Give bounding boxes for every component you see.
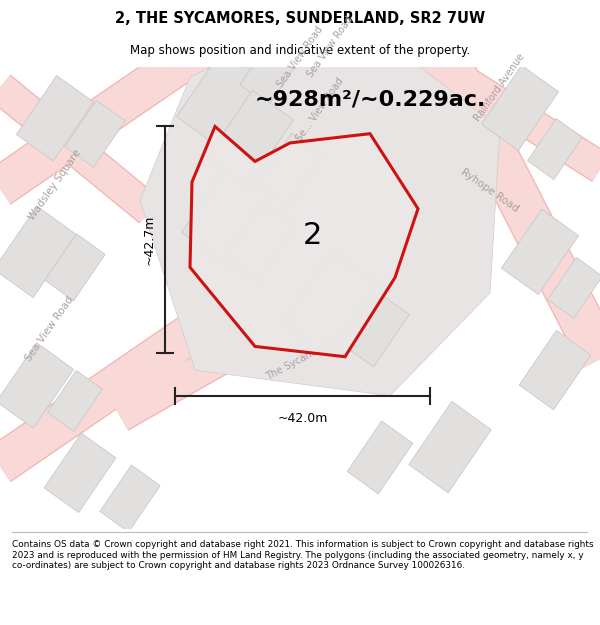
Text: 2: 2 xyxy=(303,221,322,250)
Polygon shape xyxy=(0,206,76,298)
Polygon shape xyxy=(347,421,413,494)
Polygon shape xyxy=(481,65,559,151)
Text: Rainford Avenue: Rainford Avenue xyxy=(473,52,527,123)
Polygon shape xyxy=(190,126,418,357)
Text: Wadsley Square: Wadsley Square xyxy=(27,148,83,222)
Polygon shape xyxy=(257,133,323,206)
Polygon shape xyxy=(548,258,600,318)
Polygon shape xyxy=(47,371,103,431)
Text: Ryhope Road: Ryhope Road xyxy=(460,167,521,214)
Text: 2, THE SYCAMORES, SUNDERLAND, SR2 7UW: 2, THE SYCAMORES, SUNDERLAND, SR2 7UW xyxy=(115,11,485,26)
Text: ~928m²/~0.229ac.: ~928m²/~0.229ac. xyxy=(255,90,487,110)
Polygon shape xyxy=(206,91,293,188)
Text: Sea View Road: Sea View Road xyxy=(275,24,325,89)
Polygon shape xyxy=(519,331,591,410)
Text: ~42.7m: ~42.7m xyxy=(143,214,155,265)
Text: Map shows position and indicative extent of the property.: Map shows position and indicative extent… xyxy=(130,44,470,57)
Polygon shape xyxy=(65,100,125,167)
Polygon shape xyxy=(527,119,583,179)
Polygon shape xyxy=(100,465,160,532)
Text: Sea View Road: Sea View Road xyxy=(24,295,76,363)
Polygon shape xyxy=(409,401,491,493)
Text: ~42.0m: ~42.0m xyxy=(277,412,328,425)
Polygon shape xyxy=(176,49,263,146)
Text: Sea View Road: Sea View Road xyxy=(305,14,355,79)
Text: Se... View Road: Se... View Road xyxy=(295,76,346,144)
Polygon shape xyxy=(225,202,295,281)
Polygon shape xyxy=(182,157,278,265)
Polygon shape xyxy=(140,5,500,396)
Polygon shape xyxy=(16,76,94,161)
Polygon shape xyxy=(283,251,377,355)
Polygon shape xyxy=(0,342,74,428)
Polygon shape xyxy=(502,209,578,294)
Text: Contains OS data © Crown copyright and database right 2021. This information is : Contains OS data © Crown copyright and d… xyxy=(12,541,593,570)
Polygon shape xyxy=(341,291,409,367)
Polygon shape xyxy=(44,433,116,512)
Text: The Sycamores: The Sycamores xyxy=(265,338,335,382)
Polygon shape xyxy=(240,39,300,106)
Polygon shape xyxy=(45,234,105,301)
